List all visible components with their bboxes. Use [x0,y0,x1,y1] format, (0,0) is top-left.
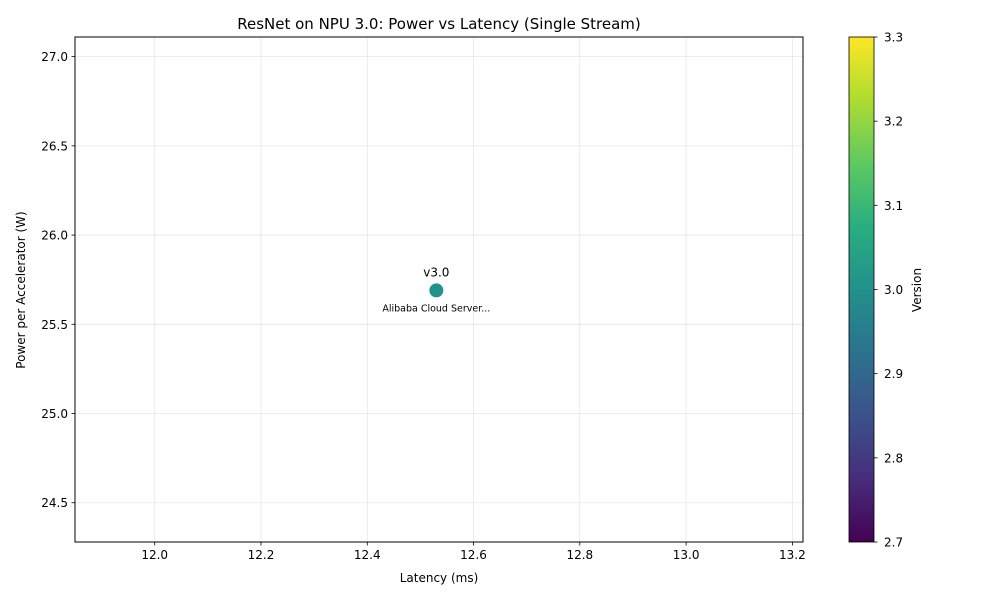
y-tick-label: 25.5 [41,318,68,332]
x-tick-label: 12.0 [141,548,168,562]
point-system-label: Alibaba Cloud Server... [382,303,490,314]
x-tick-label: 12.6 [460,548,487,562]
colorbar-tick-label: 2.9 [884,367,903,381]
y-tick-label: 27.0 [41,50,68,64]
y-tick-label: 24.5 [41,496,68,510]
x-axis-label: Latency (ms) [400,571,479,585]
y-axis-label: Power per Accelerator (W) [14,211,28,368]
x-axis: 12.0 12.2 12.4 12.6 12.8 13.0 13.2 [141,542,806,562]
y-axis: 24.5 25.0 25.5 26.0 26.5 27.0 [41,50,75,510]
x-tick-label: 13.2 [779,548,806,562]
y-tick-label: 25.0 [41,407,68,421]
x-tick-label: 13.0 [673,548,700,562]
y-tick-label: 26.5 [41,139,68,153]
colorbar: 2.7 2.8 2.9 3.0 3.1 3.2 3.3 Version [848,31,924,550]
colorbar-ticks: 2.7 2.8 2.9 3.0 3.1 3.2 3.3 [874,31,903,550]
colorbar-tick-label: 3.0 [884,283,903,297]
colorbar-tick-label: 3.3 [884,31,903,45]
colorbar-tick-label: 2.7 [884,536,903,550]
point-version-label: v3.0 [423,265,449,279]
colorbar-label: Version [910,268,924,312]
colorbar-tick-label: 2.8 [884,451,903,465]
chart-title: ResNet on NPU 3.0: Power vs Latency (Sin… [237,15,641,33]
plot-frame [74,36,804,543]
y-tick-label: 26.0 [41,229,68,243]
colorbar-tick-label: 3.1 [884,199,903,213]
colorbar-tick-label: 3.2 [884,115,903,129]
colorbar-gradient [848,36,875,543]
x-tick-label: 12.2 [248,548,275,562]
x-tick-label: 12.8 [566,548,593,562]
data-points: v3.0 Alibaba Cloud Server... [382,265,490,314]
scatter-point [429,283,444,298]
x-tick-label: 12.4 [354,548,381,562]
grid-lines [75,37,803,542]
